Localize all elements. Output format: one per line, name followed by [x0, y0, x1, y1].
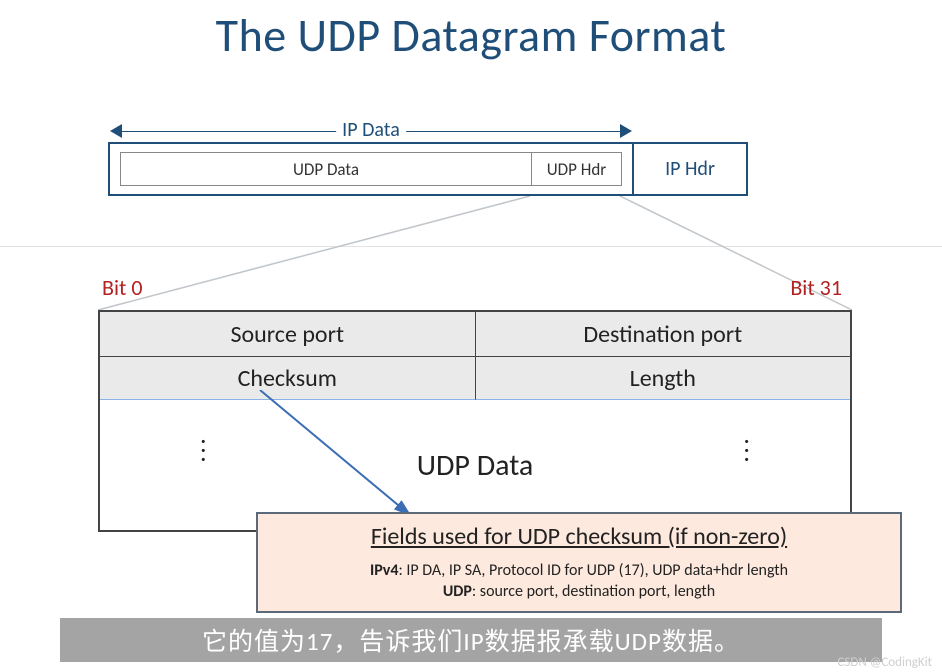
callout-title: Fields used for UDP checksum (if non-zer… [276, 522, 882, 551]
callout-udp-prefix: UDP [443, 582, 472, 601]
subtitle-caption: 它的值为17，告诉我们IP数据报承载UDP数据。 [60, 618, 882, 662]
ip-data-span-arrow: IP Data [110, 120, 632, 142]
bit-31-label: Bit 31 [790, 274, 842, 301]
length-cell: Length [475, 357, 851, 400]
callout-line-ipv4: IPv4: IP DA, IP SA, Protocol ID for UDP … [276, 561, 882, 580]
ip-data-label: IP Data [336, 118, 406, 142]
arrow-right-icon [620, 124, 632, 138]
udp-segment-box: UDP Data UDP Hdr [120, 152, 622, 186]
page-title: The UDP Datagram Format [0, 0, 942, 64]
udp-data-row: ... UDP Data ... [100, 400, 850, 530]
callout-ipv4-prefix: IPv4 [370, 561, 398, 580]
table-row: Source port Destination port [100, 312, 850, 356]
callout-udp-text: : source port, destination port, length [472, 582, 715, 601]
ip-packet-box: UDP Data UDP Hdr IP Hdr [108, 142, 748, 196]
dest-port-cell: Destination port [475, 312, 851, 356]
checksum-fields-callout: Fields used for UDP checksum (if non-zer… [256, 512, 902, 613]
table-row: Checksum Length [100, 356, 850, 400]
watermark: CSDN @CodingKit [838, 655, 933, 670]
source-port-cell: Source port [100, 312, 475, 356]
callout-ipv4-text: : IP DA, IP SA, Protocol ID for UDP (17)… [398, 561, 788, 580]
udp-header-table: Source port Destination port Checksum Le… [98, 310, 852, 532]
udp-data-label: UDP Data [417, 447, 534, 484]
checksum-cell: Checksum [100, 357, 475, 400]
udp-data-cell: UDP Data [121, 153, 531, 185]
ellipsis-icon: ... [200, 430, 207, 457]
encapsulation-diagram: IP Data UDP Data UDP Hdr IP Hdr [108, 120, 748, 196]
ellipsis-icon: ... [743, 430, 750, 457]
callout-line-udp: UDP: source port, destination port, leng… [276, 582, 882, 601]
ip-hdr-cell: IP Hdr [632, 144, 746, 194]
bit-0-label: Bit 0 [102, 274, 143, 301]
ip-payload-region: UDP Data UDP Hdr [110, 144, 632, 194]
udp-hdr-cell: UDP Hdr [531, 153, 621, 185]
